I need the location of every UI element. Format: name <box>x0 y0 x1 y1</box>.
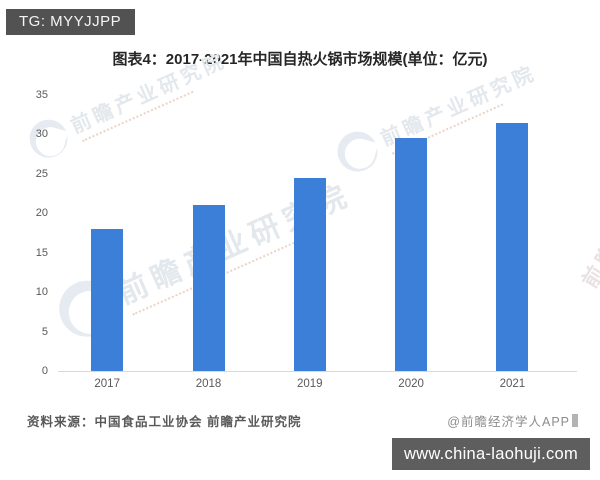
watermark: 前瞻产业研究院 <box>574 129 600 293</box>
watermark-text: 前瞻产业研究院 <box>67 49 231 139</box>
source-note: 资料来源：中国食品工业协会 前瞻产业研究院 <box>27 415 302 429</box>
x-axis-label: 2020 <box>398 378 424 390</box>
x-axis-label: 2017 <box>94 378 120 390</box>
y-tick-label: 0 <box>41 365 48 377</box>
bar-2021 <box>496 122 529 371</box>
website-url: www.china-laohuji.com <box>403 444 579 463</box>
y-tick-label: 25 <box>35 167 48 180</box>
credit-note: @前瞻经济学人APP <box>447 411 578 430</box>
qianzhan-logo-icon <box>331 125 384 178</box>
tag-label: TG: MYYJJPP <box>19 13 122 30</box>
watermark: 前瞻产业研究院 <box>23 42 233 164</box>
y-tick-label: 5 <box>41 325 48 338</box>
bar-2019 <box>293 177 326 371</box>
website-bar: www.china-laohuji.com <box>392 438 590 470</box>
y-tick-label: 10 <box>35 286 48 299</box>
bar-2017 <box>91 229 124 371</box>
credit-label: @前瞻经济学人APP <box>447 415 570 429</box>
x-axis-label: 2018 <box>195 378 222 390</box>
y-tick-label: 30 <box>35 128 48 141</box>
bar-2020 <box>395 138 428 371</box>
watermark-text: 前瞻产业研究院 <box>578 131 600 293</box>
text-cursor-artifact <box>572 414 578 427</box>
x-axis-line <box>58 371 577 372</box>
x-axis-label: 2019 <box>297 378 323 390</box>
chart-title: 图表4：2017-2021年中国自热火锅市场规模(单位：亿元) <box>112 51 488 68</box>
watermark-subline <box>82 90 194 142</box>
x-axis-label: 2021 <box>499 378 526 390</box>
bar-2018 <box>192 205 225 371</box>
y-tick-label: 15 <box>35 246 48 259</box>
y-tick-label: 20 <box>35 207 48 220</box>
y-tick-label: 35 <box>35 89 48 101</box>
tag-badge: TG: MYYJJPP <box>6 9 135 35</box>
